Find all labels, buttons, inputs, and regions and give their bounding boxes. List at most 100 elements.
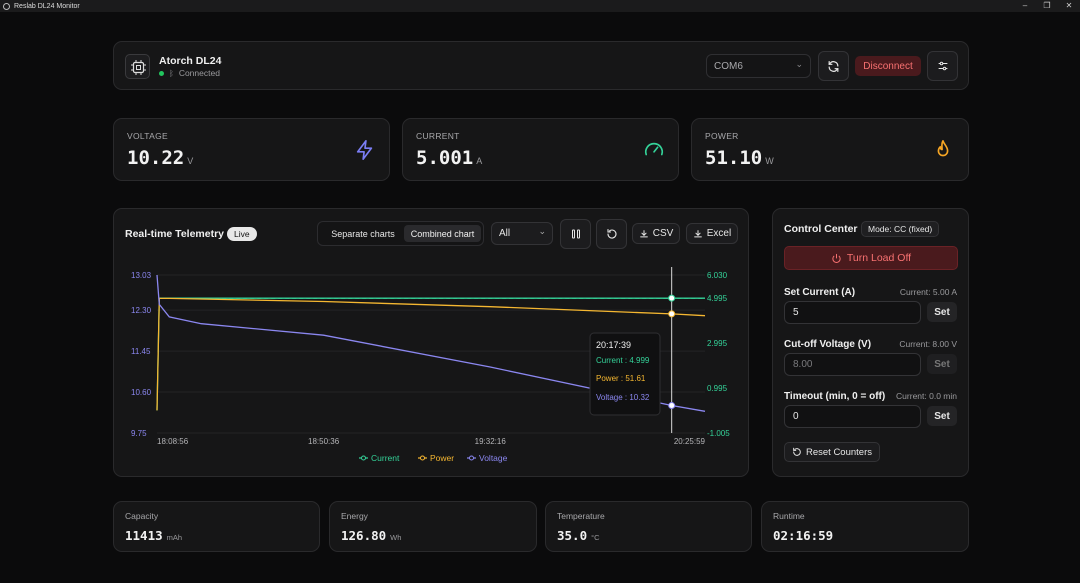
legend-swatch-dot <box>469 455 474 461</box>
reset-counters-button[interactable]: Reset Counters <box>784 442 880 462</box>
timeout-button[interactable]: Set <box>927 406 957 426</box>
set-current-input[interactable]: 5 <box>784 301 921 324</box>
window-titlebar: Reslab DL24 Monitor – ❐ ✕ <box>0 0 1080 12</box>
power-value: 51.10 <box>705 147 763 169</box>
mode-badge: Mode: CC (fixed) <box>861 221 940 237</box>
right-axis-tick-label: 2.995 <box>707 339 728 348</box>
voltage-readout: 10.22 V <box>127 147 193 169</box>
cutoff-voltage-label: Cut-off Voltage (V) <box>784 339 872 350</box>
tooltip-time: 20:17:39 <box>596 340 631 350</box>
power-card: POWER 51.10 W <box>691 118 969 181</box>
energy-readout: 126.80 Wh <box>341 528 401 543</box>
tooltip-voltage: Voltage : 10.32 <box>596 393 650 402</box>
flame-icon <box>937 140 949 157</box>
capacity-readout: 11413 mAh <box>125 528 182 543</box>
range-select[interactable]: All ⌄ <box>491 222 553 245</box>
capacity-label: Capacity <box>125 511 159 521</box>
temperature-readout: 35.0 °C <box>557 528 600 543</box>
export-csv-button[interactable]: CSV <box>632 223 680 244</box>
refresh-ports-button[interactable] <box>818 51 849 81</box>
chart-tooltip <box>589 332 661 416</box>
device-name: Atorch DL24 <box>159 55 222 67</box>
connection-status: ᛒ Connected <box>159 68 220 78</box>
cutoff-voltage-input[interactable]: 8.00 <box>784 353 921 376</box>
left-axis-tick-label: 13.03 <box>131 271 152 280</box>
legend-item-power: Power <box>430 453 454 463</box>
voltage-label: VOLTAGE <box>127 131 168 141</box>
export-csv-label: CSV <box>652 228 674 239</box>
temperature-label: Temperature <box>557 511 605 521</box>
energy-unit: Wh <box>390 533 402 542</box>
control-center-title: Control Center <box>784 223 858 235</box>
capacity-card: Capacity 11413 mAh <box>113 501 320 552</box>
runtime-label: Runtime <box>773 511 805 521</box>
window-controls: – ❐ ✕ <box>1014 0 1080 12</box>
app-icon <box>3 2 10 10</box>
temperature-unit: °C <box>591 533 600 542</box>
temperature-value: 35.0 <box>557 528 588 543</box>
live-badge: Live <box>227 227 257 241</box>
port-select[interactable]: COM6 ⌄ <box>706 54 811 78</box>
window-title: Reslab DL24 Monitor <box>14 2 80 10</box>
left-axis-tick-label: 12.30 <box>131 306 152 315</box>
close-icon[interactable]: ✕ <box>1065 1 1073 10</box>
gauge-icon <box>644 142 664 156</box>
voltage-unit: V <box>187 156 194 166</box>
tab-combined-chart[interactable]: Combined chart <box>404 225 481 242</box>
reset-counters-label: Reset Counters <box>805 446 872 458</box>
energy-card: Energy 126.80 Wh <box>329 501 537 552</box>
pause-button[interactable] <box>560 219 591 249</box>
legend-item-current: Current <box>371 453 400 463</box>
power-unit: W <box>765 156 774 166</box>
set-current-button[interactable]: Set <box>927 302 957 322</box>
sliders-icon <box>938 61 947 71</box>
energy-label: Energy <box>341 511 368 521</box>
voltage-marker <box>668 402 676 410</box>
bluetooth-icon: ᛒ <box>169 68 174 78</box>
voltage-value: 10.22 <box>127 147 185 169</box>
export-excel-label: Excel <box>706 228 732 239</box>
tooltip-power: Power : 51.61 <box>596 374 646 383</box>
current-value: 5.001 <box>416 147 474 169</box>
runtime-value: 02:16:59 <box>773 528 834 543</box>
capacity-value: 11413 <box>125 528 163 543</box>
legend-item-voltage: Voltage <box>479 453 508 463</box>
power-icon <box>832 253 841 263</box>
capacity-unit: mAh <box>166 533 183 542</box>
chart-view-toggle: Separate charts Combined chart <box>317 221 484 246</box>
right-axis-tick-label: 0.995 <box>707 384 728 393</box>
telemetry-chart[interactable]: 13.03 12.30 11.45 10.60 9.75 6.030 4.995 2.995 0… <box>114 253 750 478</box>
turn-load-off-button[interactable]: Turn Load Off <box>784 246 958 270</box>
cutoff-voltage-current: Current: 8.00 V <box>899 339 957 349</box>
timeout-input[interactable]: 0 <box>784 405 921 428</box>
reset-chart-button[interactable] <box>596 219 627 249</box>
lightning-icon <box>356 140 373 160</box>
minimize-icon[interactable]: – <box>1022 1 1028 10</box>
tooltip-current: Current : 4.999 <box>596 356 650 365</box>
cutoff-voltage-button[interactable]: Set <box>927 354 957 374</box>
x-axis-tick-label: 20:25:59 <box>674 437 706 446</box>
current-readout: 5.001 A <box>416 147 482 169</box>
settings-button[interactable] <box>927 51 958 81</box>
energy-value: 126.80 <box>341 528 387 543</box>
chevron-down-icon: ⌄ <box>795 59 803 69</box>
device-header: Atorch DL24 ᛒ Connected COM6 ⌄ Disconnec… <box>113 41 969 90</box>
disconnect-button[interactable]: Disconnect <box>855 56 921 76</box>
telemetry-title: Real-time Telemetry <box>125 228 225 240</box>
connection-status-text: Connected <box>178 68 220 78</box>
runtime-card: Runtime 02:16:59 <box>761 501 969 552</box>
export-excel-button[interactable]: Excel <box>686 223 738 244</box>
current-label: CURRENT <box>416 131 460 141</box>
current-card: CURRENT 5.001 A <box>402 118 679 181</box>
legend-swatch-dot <box>361 455 366 461</box>
telemetry-panel: Real-time Telemetry Live Separate charts… <box>113 208 749 477</box>
undo-icon <box>793 447 801 456</box>
maximize-icon[interactable]: ❐ <box>1043 1 1051 10</box>
power-label: POWER <box>705 131 739 141</box>
undo-icon <box>606 228 616 239</box>
port-select-value: COM6 <box>714 60 743 72</box>
tab-separate-charts[interactable]: Separate charts <box>331 228 395 239</box>
right-axis-tick-label: 6.030 <box>707 271 728 280</box>
chip-icon <box>125 54 150 79</box>
current-marker <box>668 294 676 302</box>
